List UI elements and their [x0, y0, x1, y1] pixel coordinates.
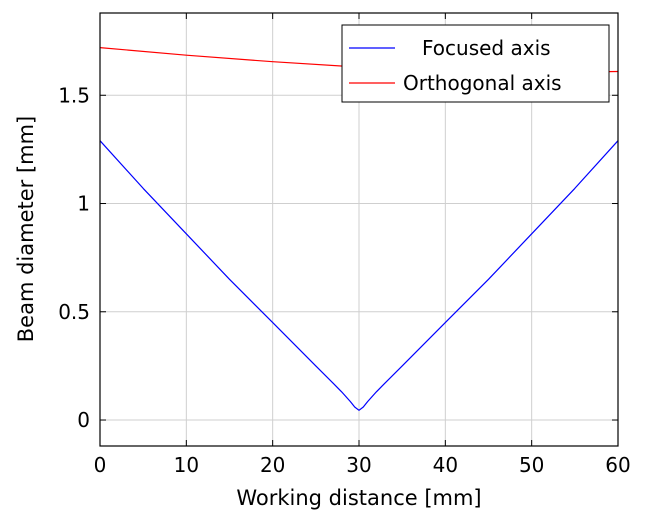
y-tick-label: 1 — [77, 192, 90, 216]
x-tick-label: 20 — [260, 453, 285, 477]
y-tick-label: 1.5 — [58, 83, 90, 107]
x-tick-label: 60 — [605, 453, 630, 477]
x-tick-label: 50 — [519, 453, 544, 477]
x-tick-labels: 0 10 20 30 40 50 60 — [94, 453, 631, 477]
x-axis-label: Working distance [mm] — [236, 486, 481, 510]
legend-box — [341, 24, 610, 103]
x-tick-label: 10 — [174, 453, 199, 477]
legend: Focused axis Orthogonal axis — [341, 24, 610, 103]
x-tick-label: 40 — [433, 453, 458, 477]
legend-label-orthogonal: Orthogonal axis — [403, 71, 562, 95]
y-tick-labels: 0 0.5 1 1.5 — [58, 83, 90, 432]
focused-axis-line — [99, 140, 619, 411]
y-axis-label: Beam diameter [mm] — [14, 116, 38, 343]
legend-label-focused: Focused axis — [422, 36, 551, 60]
x-tick-label: 30 — [346, 453, 371, 477]
y-tick-label: 0.5 — [58, 300, 90, 324]
tick-marks — [99, 13, 619, 446]
x-tick-label: 0 — [94, 453, 107, 477]
y-tick-label: 0 — [77, 408, 90, 432]
